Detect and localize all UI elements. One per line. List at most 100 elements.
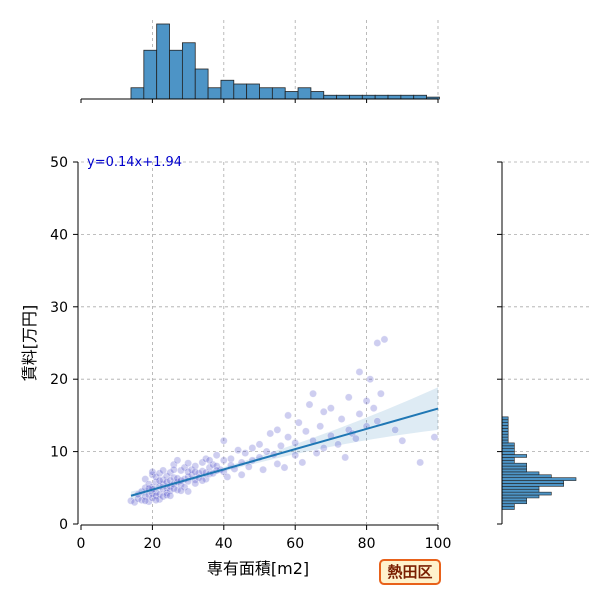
y-hist-bar: [501, 494, 540, 499]
scatter-point: [212, 451, 221, 460]
scatter-point: [319, 444, 328, 452]
y-tick-label: 20: [50, 372, 68, 388]
x-tick-label: 80: [358, 536, 376, 552]
x-hist-bar: [310, 91, 325, 100]
scatter-point: [262, 447, 271, 456]
y-hist-bar: [501, 422, 509, 426]
scatter-point: [391, 425, 400, 434]
y-hist-bar: [501, 459, 515, 464]
scatter-point: [280, 463, 289, 472]
y-hist-bar: [501, 425, 509, 429]
scatter-point: [273, 460, 282, 468]
y-hist-bar: [501, 454, 527, 458]
scatter-point: [291, 439, 300, 447]
y-hist-bar: [501, 503, 515, 507]
x-hist-bar: [387, 94, 402, 100]
scatter-point: [319, 407, 328, 416]
y-hist-bar: [501, 491, 552, 496]
scatter-point: [166, 491, 175, 500]
y-hist-bar: [501, 428, 509, 432]
scatter-point: [284, 411, 292, 420]
y-hist-bar: [501, 457, 515, 461]
y-hist-bar: [501, 436, 509, 441]
x-hist-bar: [181, 42, 196, 100]
scatter-point: [316, 422, 325, 431]
scatter-point: [298, 458, 307, 467]
x-hist-bar: [169, 49, 183, 100]
y-hist-bar: [501, 471, 540, 476]
scatter-point: [255, 440, 264, 449]
scatter-point: [259, 465, 267, 474]
scatter-point: [355, 410, 364, 418]
x-hist-bar: [233, 83, 248, 100]
scatter-point: [159, 466, 168, 475]
y-hist-bar: [501, 416, 509, 421]
scatter-point: [309, 389, 317, 398]
x-hist-bar: [297, 87, 312, 100]
scatter-point: [277, 441, 285, 450]
x-hist-bar: [194, 68, 209, 100]
scatter-point: [173, 456, 182, 465]
x-hist-bar: [220, 79, 235, 100]
regression-equation: y=0.14x+1.94: [87, 155, 182, 170]
y-hist-bar: [501, 462, 527, 467]
scatter-point: [244, 462, 253, 471]
scatter-point: [373, 417, 382, 426]
scatter-point: [430, 433, 439, 442]
regression-confidence-band: [130, 387, 439, 500]
scatter-point: [326, 404, 335, 413]
scatter-point: [169, 465, 178, 474]
x-hist-bar: [361, 94, 376, 100]
scatter-point: [191, 462, 200, 470]
y-tick-label: 30: [50, 300, 68, 316]
y-hist-bar: [501, 488, 540, 493]
y-hist-bar: [501, 477, 577, 481]
scatter-point: [369, 404, 378, 413]
y-tick-label: 50: [50, 155, 68, 171]
scatter-point: [362, 397, 371, 405]
x-hist-bar: [323, 94, 338, 100]
scatter-point: [191, 467, 200, 476]
x-hist-bar: [349, 94, 363, 100]
y-hist-bar: [501, 431, 509, 435]
scatter-point: [141, 496, 150, 505]
x-hist-bar: [400, 94, 415, 100]
scatter-point: [380, 335, 389, 344]
scatter-point: [376, 389, 385, 398]
x-hist-bar: [413, 94, 427, 100]
y-hist-bar: [501, 419, 509, 423]
scatter-point: [248, 444, 257, 452]
x-tick-label: 20: [143, 536, 161, 552]
y-hist-bar: [501, 483, 564, 487]
scatter-point: [184, 459, 192, 468]
x-hist-bar: [143, 49, 158, 100]
scatter-point: [334, 440, 342, 449]
scatter-point: [219, 436, 228, 445]
y-marginal-histogram: [497, 161, 590, 525]
y-tick-label: 10: [50, 445, 68, 461]
x-marginal-histogram: [80, 20, 440, 103]
scatter-point: [152, 496, 160, 505]
scatter-point: [237, 470, 246, 479]
x-tick-label: 0: [77, 536, 86, 552]
scatter-point: [355, 368, 364, 376]
ward-badge: 熱田区: [379, 559, 441, 585]
scatter-point: [227, 454, 235, 463]
x-hist-bar: [259, 87, 273, 100]
scatter-point: [305, 400, 314, 409]
x-tick-label: 100: [425, 536, 452, 552]
y-tick-label: 40: [50, 227, 68, 243]
x-tick-label: 60: [286, 536, 304, 552]
scatter-point: [198, 476, 207, 485]
x-hist-bar: [284, 91, 299, 100]
x-hist-bar: [207, 87, 222, 100]
scatter-point: [241, 449, 250, 457]
scatter-point: [416, 458, 425, 467]
scatter-point: [351, 434, 360, 443]
scatter-point: [291, 451, 300, 460]
y-hist-bar: [501, 439, 509, 444]
scatter-point: [191, 479, 200, 488]
scatter-point: [273, 425, 282, 434]
scatter-point: [294, 418, 303, 427]
scatter-point: [234, 446, 242, 455]
